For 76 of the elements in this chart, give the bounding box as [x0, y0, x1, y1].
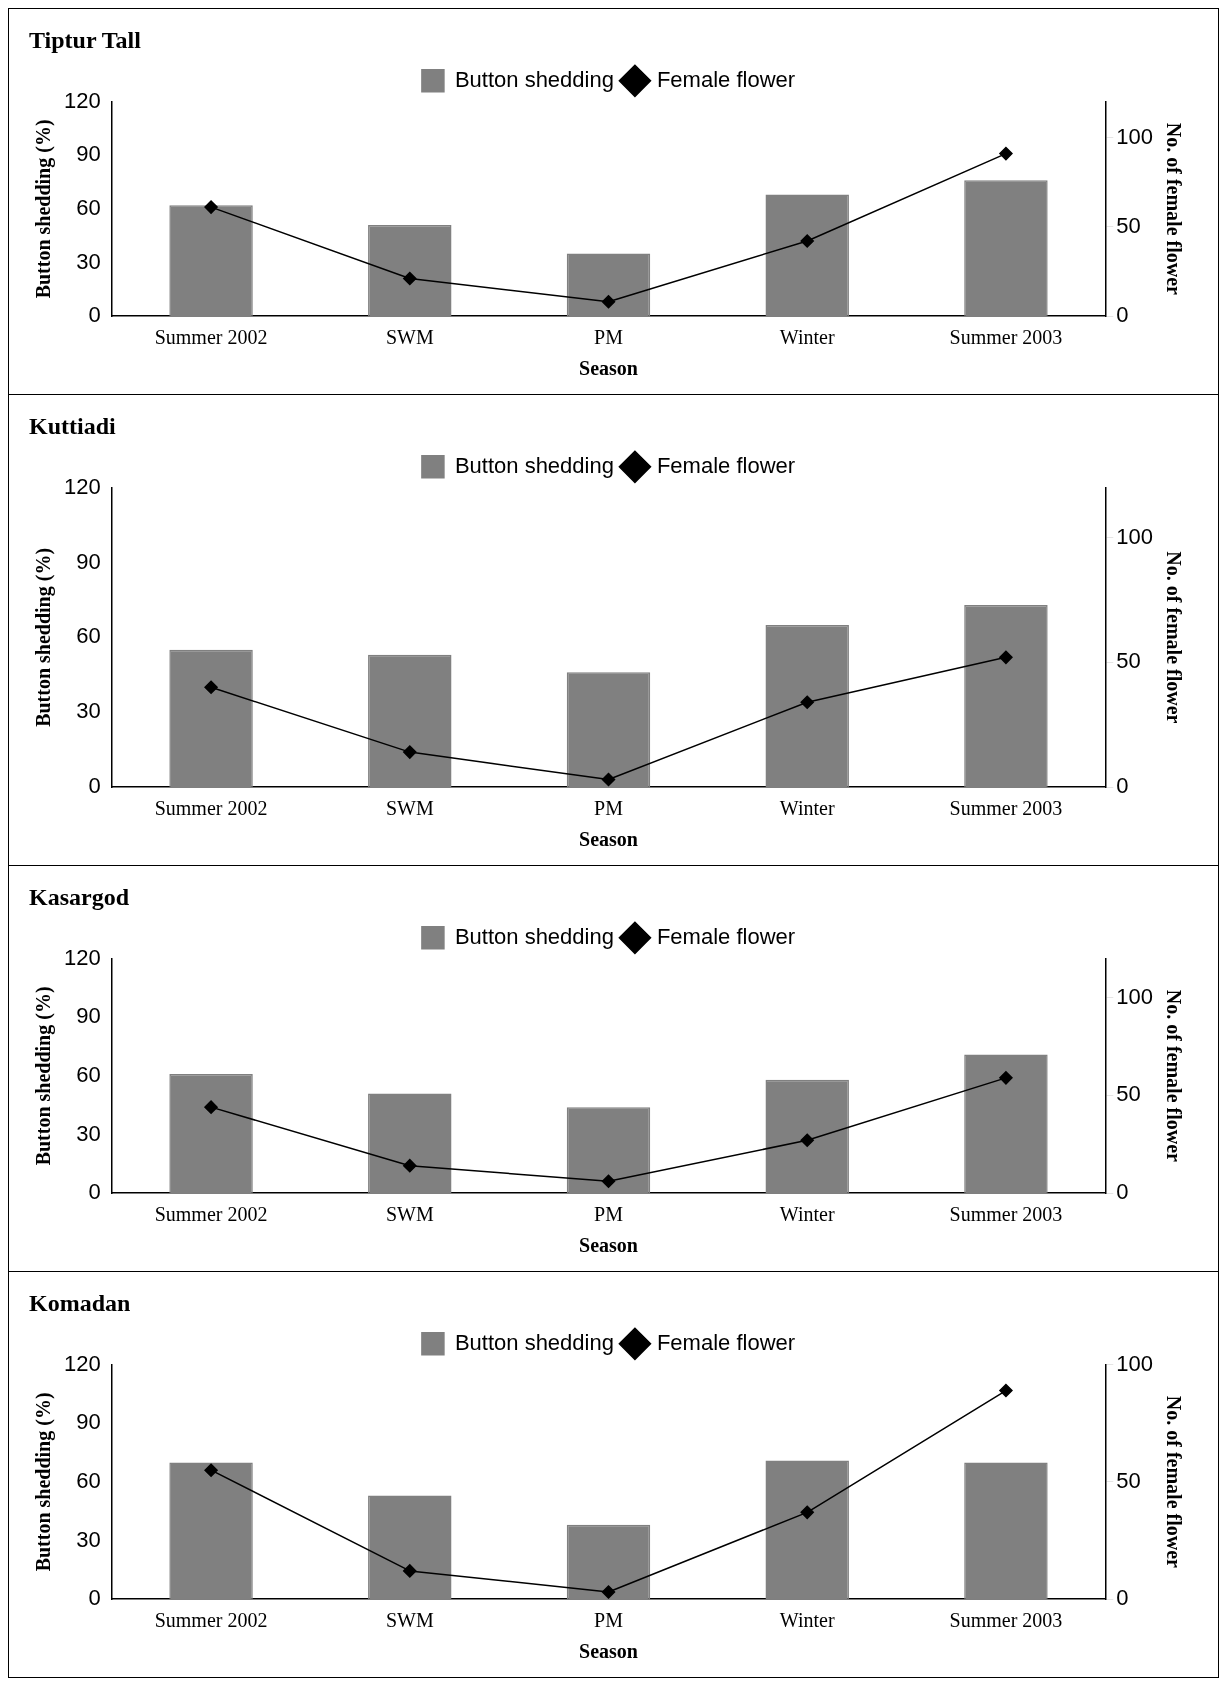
y2-tick-label: 0: [1116, 773, 1129, 799]
x-tick-label: Summer 2002: [154, 326, 268, 349]
x-tick-label: PM: [594, 326, 624, 349]
x-tick-label: Winter: [779, 326, 835, 349]
chart-title: Kasargod: [29, 883, 130, 910]
x-tick-label: Summer 2003: [949, 1203, 1063, 1226]
y2-tick-label: 100: [1116, 523, 1154, 549]
x-tick-label: SWM: [385, 1203, 434, 1226]
y2-tick-label: 100: [1116, 123, 1154, 149]
y-axis-title: Button shedding (%): [32, 1392, 56, 1572]
legend-label: Button shedding: [454, 66, 614, 92]
y-tick-label: 90: [76, 1409, 101, 1435]
chart-title: Kuttiadi: [29, 412, 117, 439]
y-tick-label: 60: [76, 194, 101, 220]
y2-axis-title: No. of female flower: [1162, 551, 1185, 724]
legend-label: Button shedding: [454, 923, 614, 949]
y-axis-title: Button shedding (%): [32, 547, 56, 727]
y-tick-label: 0: [88, 773, 101, 799]
y-tick-label: 120: [63, 1350, 101, 1376]
y-tick-label: 120: [63, 473, 101, 499]
y2-tick-label: 100: [1116, 1350, 1154, 1376]
y-tick-label: 30: [76, 698, 101, 724]
x-tick-label: PM: [594, 1203, 624, 1226]
x-tick-label: Winter: [779, 1609, 835, 1632]
legend-label: Female flower: [656, 66, 796, 92]
y-axis-title: Button shedding (%): [32, 986, 56, 1166]
y2-tick-label: 0: [1116, 1585, 1129, 1611]
x-tick-label: SWM: [385, 326, 434, 349]
x-tick-label: Winter: [779, 797, 835, 820]
x-axis-title: Season: [579, 1640, 638, 1663]
x-tick-label: PM: [594, 797, 624, 820]
x-axis-title: Season: [579, 1234, 638, 1257]
x-tick-label: SWM: [385, 797, 434, 820]
y-tick-label: 30: [76, 1526, 101, 1552]
x-tick-label: Summer 2003: [949, 797, 1063, 820]
y2-tick-label: 0: [1116, 302, 1129, 328]
chart-title: Komadan: [29, 1289, 131, 1316]
chart-title: Tiptur Tall: [29, 26, 142, 53]
y2-axis-title: No. of female flower: [1162, 989, 1185, 1163]
y-tick-label: 90: [76, 548, 101, 574]
x-tick-label: Summer 2002: [154, 797, 268, 820]
x-tick-label: Summer 2002: [154, 1609, 268, 1632]
y2-tick-label: 50: [1116, 1081, 1141, 1107]
y-tick-label: 30: [76, 248, 101, 274]
y-tick-label: 60: [76, 623, 101, 649]
y2-tick-label: 50: [1116, 648, 1141, 674]
y-tick-label: 0: [88, 1585, 101, 1611]
y-tick-label: 90: [76, 1003, 101, 1029]
y-tick-label: 0: [88, 302, 101, 328]
y2-tick-label: 0: [1116, 1179, 1129, 1205]
y2-axis-title: No. of female flower: [1162, 1395, 1185, 1569]
x-tick-label: Summer 2002: [154, 1203, 268, 1226]
x-tick-label: Winter: [779, 1203, 835, 1226]
x-axis-title: Season: [579, 828, 638, 851]
y-tick-label: 0: [88, 1179, 101, 1205]
y2-tick-label: 50: [1116, 1467, 1141, 1493]
x-tick-label: PM: [594, 1609, 624, 1632]
y-tick-label: 120: [63, 944, 101, 970]
legend-label: Button shedding: [454, 1329, 614, 1355]
y-tick-label: 60: [76, 1467, 101, 1493]
y2-tick-label: 100: [1116, 983, 1154, 1009]
x-tick-label: SWM: [385, 1609, 434, 1632]
x-tick-label: Summer 2003: [949, 326, 1063, 349]
legend-label: Female flower: [656, 1329, 796, 1355]
x-tick-label: Summer 2003: [949, 1609, 1063, 1632]
legend-label: Button shedding: [454, 452, 614, 478]
legend-label: Female flower: [656, 452, 796, 478]
y2-tick-label: 50: [1116, 212, 1141, 238]
y-tick-label: 60: [76, 1061, 101, 1087]
y-tick-label: 90: [76, 141, 101, 167]
y-tick-label: 30: [76, 1120, 101, 1146]
y-tick-label: 120: [63, 87, 101, 113]
legend-label: Female flower: [656, 923, 796, 949]
x-axis-title: Season: [579, 357, 638, 380]
y2-axis-title: No. of female flower: [1162, 122, 1185, 296]
y-axis-title: Button shedding (%): [32, 119, 56, 299]
